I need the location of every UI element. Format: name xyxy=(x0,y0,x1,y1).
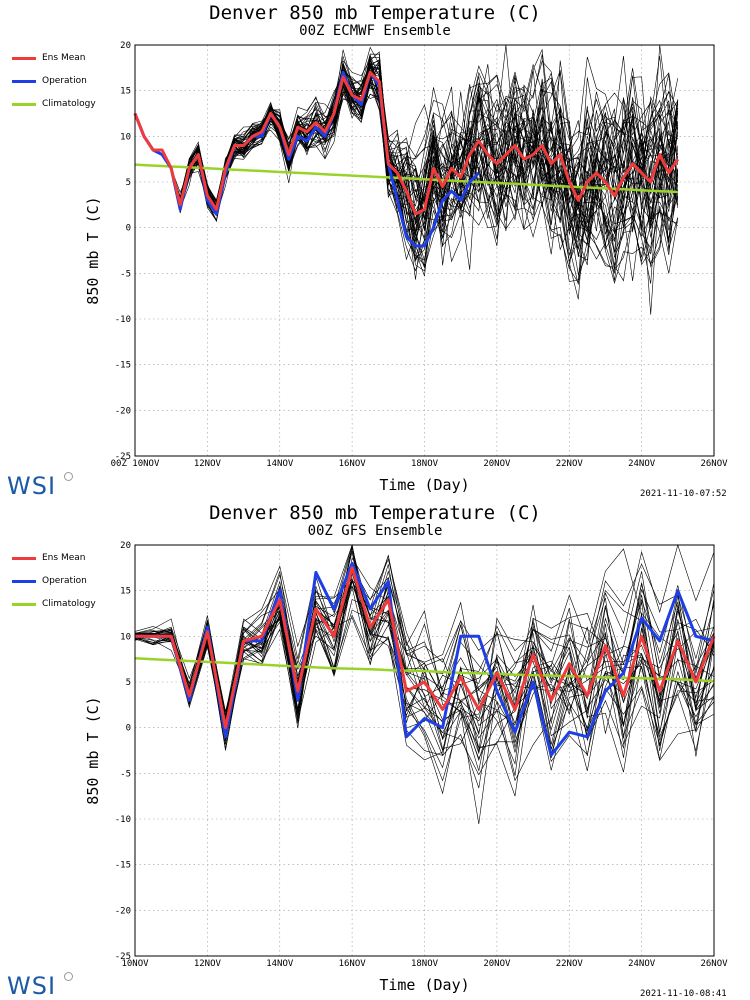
timestamp: 2021-11-10-07:52 xyxy=(640,489,727,499)
legend-swatch xyxy=(12,80,36,83)
x-tick-label: 16NOV xyxy=(339,959,367,969)
y-tick-label: 0 xyxy=(126,724,131,734)
legend-label: Ens Mean xyxy=(42,53,86,63)
x-tick-label: 24NOV xyxy=(628,459,656,469)
y-tick-label: -25 xyxy=(115,452,131,462)
wsi-logo: WSI xyxy=(7,472,57,500)
y-tick-label: 0 xyxy=(126,224,131,234)
y-axis-label: 850 mb T (C) xyxy=(84,696,102,804)
ensemble-member-line xyxy=(134,566,715,795)
x-tick-label: 22NOV xyxy=(556,959,584,969)
ecmwf-plot: -25 -20 -15 -10 -5 0 5 10 15 20 00Z 10NOV 12NOV 14NO… xyxy=(84,41,728,494)
x-tick-label: 26NOV xyxy=(700,959,728,969)
x-tick-label: 26NOV xyxy=(700,459,728,469)
legend-swatch xyxy=(12,580,36,583)
legend-swatch xyxy=(12,57,36,60)
x-tick-label: 14NOV xyxy=(266,959,294,969)
legend-label: Operation xyxy=(42,576,87,586)
gfs-chart-panel: Denver 850 mb Temperature (C) 00Z GFS En… xyxy=(0,500,750,1000)
y-tick-label: 10 xyxy=(120,632,131,642)
wsi-logo: WSI xyxy=(7,972,57,1000)
legend-swatch xyxy=(12,603,36,606)
x-tick-label: 12NOV xyxy=(194,959,222,969)
y-tick-label: 20 xyxy=(120,541,131,551)
gfs-plot: -25 -20 -15 -10 -5 0 5 10 15 20 10NOV 12NOV 14NOV 16N… xyxy=(84,541,728,994)
x-tick-label: 20NOV xyxy=(483,959,511,969)
x-tick-label: 14NOV xyxy=(266,459,294,469)
y-tick-label: 10 xyxy=(120,132,131,142)
series-line-ens-mean xyxy=(133,70,680,216)
grid xyxy=(134,44,715,457)
y-tick-label: -10 xyxy=(115,815,131,825)
plot-frame xyxy=(134,544,715,957)
timestamp: 2021-11-10-08:41 xyxy=(640,989,727,999)
ecmwf-chart-panel: Denver 850 mb Temperature (C) 00Z ECMWF … xyxy=(7,2,728,500)
x-tick-label: 10NOV xyxy=(121,959,149,969)
y-axis-label: 850 mb T (C) xyxy=(84,196,102,304)
y-tick-label: 15 xyxy=(120,87,131,97)
y-tick-label: -15 xyxy=(115,361,131,371)
legend-label: Climatology xyxy=(42,599,96,609)
plot-frame xyxy=(134,44,715,457)
y-tick-label: -20 xyxy=(115,906,131,916)
x-tick-label: 18NOV xyxy=(411,959,439,969)
x-axis-label: Time (Day) xyxy=(379,476,469,494)
ensemble-member-line xyxy=(134,57,678,285)
y-tick-label: -5 xyxy=(120,269,131,279)
ensemble-members xyxy=(134,44,679,315)
ensemble-member-line xyxy=(135,558,715,750)
y-tick-label: -15 xyxy=(115,861,131,871)
y-tick-label: 5 xyxy=(126,178,131,188)
y-tick-label: 20 xyxy=(120,41,131,51)
wsi-logo-mark-icon xyxy=(64,472,73,481)
ensemble-member-line xyxy=(134,73,679,255)
y-tick-label: 5 xyxy=(126,678,131,688)
x-tick-label: 00Z 10NOV xyxy=(111,459,160,469)
x-tick-label: 12NOV xyxy=(194,459,222,469)
legend-label: Operation xyxy=(42,76,87,86)
ensemble-member-line xyxy=(134,554,715,773)
ensemble-member-line xyxy=(134,61,679,269)
chart-title: Denver 850 mb Temperature (C) xyxy=(209,502,541,524)
x-axis-label: Time (Day) xyxy=(379,976,469,994)
x-tick-label: 22NOV xyxy=(556,459,584,469)
x-tick-label: 24NOV xyxy=(628,959,656,969)
y-tick-label: -10 xyxy=(115,315,131,325)
y-tick-label: -5 xyxy=(120,769,131,779)
legend-label: Climatology xyxy=(42,99,96,109)
legend-swatch xyxy=(12,103,36,106)
y-tick-label: -25 xyxy=(115,952,131,962)
wsi-logo-mark-icon xyxy=(64,972,73,981)
chart-title: Denver 850 mb Temperature (C) xyxy=(209,2,541,24)
chart-subtitle: 00Z ECMWF Ensemble xyxy=(299,23,451,39)
y-tick-label: 15 xyxy=(120,587,131,597)
legend-swatch xyxy=(12,557,36,560)
series-line-ens-mean xyxy=(135,566,716,730)
legend-label: Ens Mean xyxy=(42,553,86,563)
ensemble-member-line xyxy=(134,44,679,258)
x-tick-label: 18NOV xyxy=(411,459,439,469)
x-tick-label: 20NOV xyxy=(483,459,511,469)
x-tick-label: 16NOV xyxy=(339,459,367,469)
chart-subtitle: 00Z GFS Ensemble xyxy=(307,523,443,539)
y-tick-label: -20 xyxy=(115,406,131,416)
